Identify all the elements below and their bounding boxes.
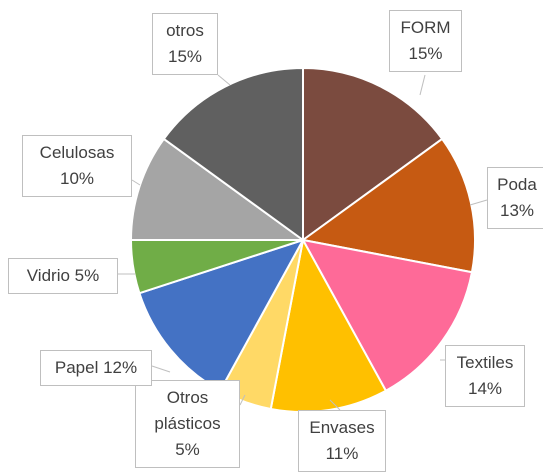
leader-line [419,74,426,96]
label-name: Textiles [456,353,514,372]
label-name: Vidrio [26,266,70,285]
data-label: Envases 11% [298,410,386,472]
label-name: otros [166,21,204,40]
label-name: Papel [54,358,99,377]
leader-line [217,74,231,86]
data-label: Celulosas 10% [22,135,132,197]
pie-slice [129,137,307,241]
leader-line [329,399,341,411]
label-value: 5% [175,440,200,459]
pie-slice [269,237,388,413]
pie-slice [162,66,304,242]
label-name: Poda [497,175,537,194]
label-value: 12% [103,358,138,377]
label-name: FORM [400,18,451,37]
label-name: Otros plásticos [154,388,221,433]
label-value: 5% [74,266,100,285]
pie-slice [302,66,444,242]
label-value: 14% [467,379,503,398]
label-name: Celulosas [39,143,115,162]
leader-line [239,394,246,406]
label-value: 13% [499,201,535,220]
leader-line [151,365,171,373]
data-label: Papel 12% [40,350,152,386]
label-value: 10% [59,169,95,188]
pie-slice [301,238,474,393]
data-label: Textiles 14% [445,345,525,407]
data-label: Vidrio 5% [8,258,118,294]
label-value: 15% [167,47,203,66]
data-label: Otros plásticos 5% [135,380,240,468]
data-label: Poda 13% [487,167,543,229]
leader-line [469,199,488,206]
label-value: 11% [325,444,359,463]
pie-slice [300,137,476,274]
label-value: 15% [408,44,443,63]
data-label: FORM 15% [389,10,462,72]
data-label: otros 15% [152,13,218,75]
label-name: Envases [309,418,375,437]
leader-line [131,179,141,186]
